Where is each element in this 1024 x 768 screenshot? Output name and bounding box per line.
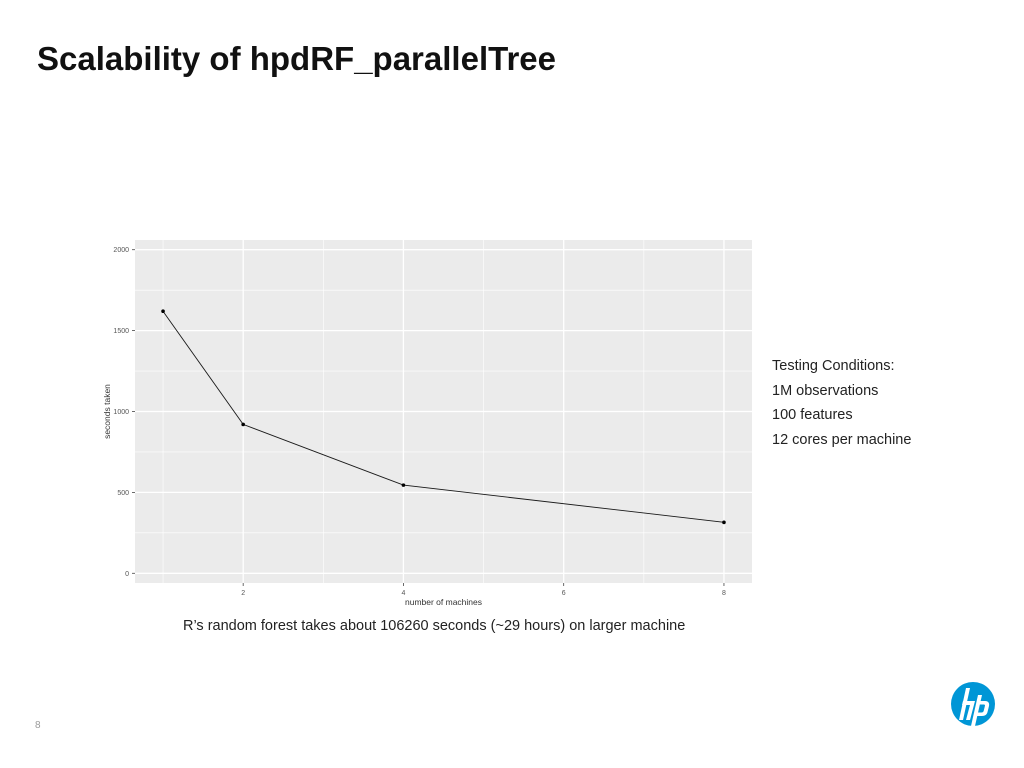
y-tick-label: 0	[125, 571, 129, 578]
data-point	[722, 520, 726, 525]
testing-conditions: Testing Conditions: 1M observations 100 …	[772, 354, 911, 452]
page-number: 8	[35, 720, 41, 731]
series-line	[162, 310, 725, 523]
slide-title: Scalability of hpdRF_parallelTree	[37, 40, 556, 77]
data-point	[241, 422, 245, 427]
x-tick-label: 6	[562, 590, 566, 597]
data-point-layer	[161, 309, 726, 525]
tick-layer: 2 4 6 8 0 500 1000 1500 2000	[113, 247, 726, 597]
x-axis-label: number of machines	[405, 597, 482, 607]
data-point	[161, 309, 165, 313]
condition-cores: 12 cores per machine	[772, 431, 912, 448]
condition-observations: 1M observations	[772, 382, 879, 399]
x-tick-label: 8	[722, 590, 726, 597]
condition-features: 100 features	[772, 407, 853, 423]
major-gridlines	[135, 240, 752, 583]
footnote: R’s random forest takes about 106260 sec…	[183, 618, 686, 634]
x-tick-label: 4	[401, 590, 405, 597]
minor-gridlines	[135, 240, 752, 583]
conditions-heading: Testing Conditions:	[772, 358, 895, 374]
y-tick-label: 1500	[113, 328, 129, 335]
y-axis-label: seconds taken	[102, 384, 112, 439]
y-tick-label: 1000	[113, 409, 129, 416]
x-tick-label: 2	[241, 590, 245, 597]
series-line-layer	[162, 310, 725, 523]
y-tick-label: 500	[117, 490, 129, 497]
data-point	[401, 483, 406, 487]
y-tick-label: 2000	[113, 247, 129, 254]
hp-logo-icon	[951, 682, 995, 726]
